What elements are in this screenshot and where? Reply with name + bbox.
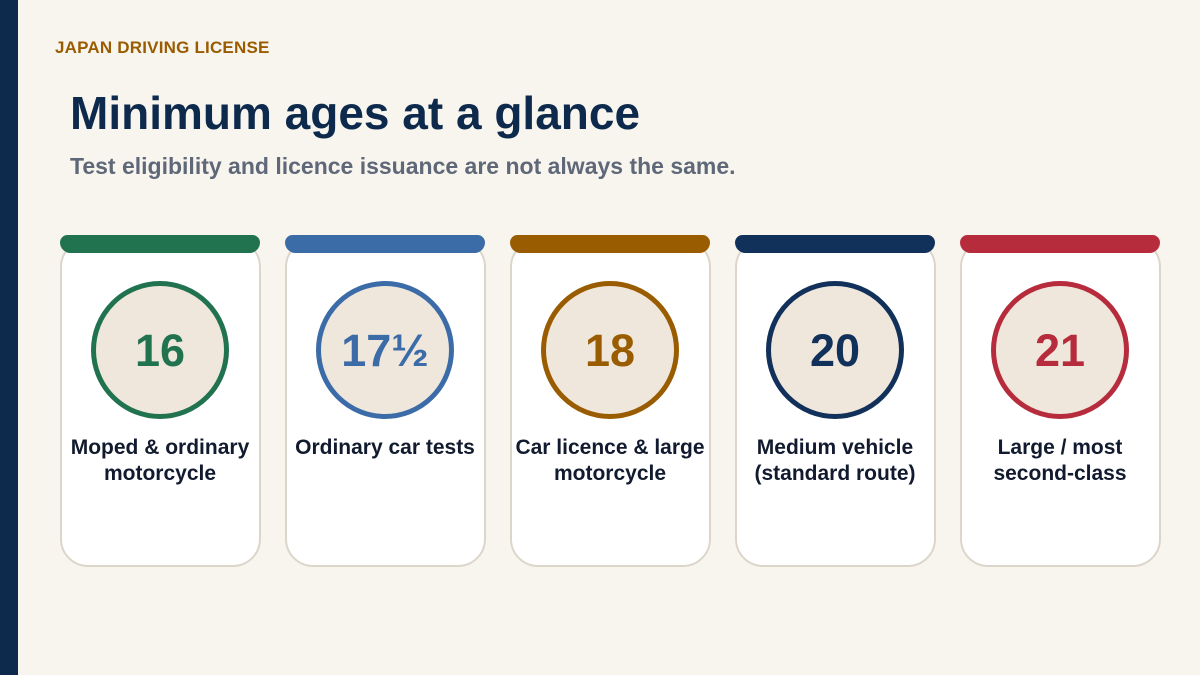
age-value: 18 [584, 324, 636, 376]
age-card-21: 21 Large / most second-class [960, 235, 1161, 567]
eyebrow-label: JAPAN DRIVING LICENSE [55, 38, 270, 57]
card-accent-cap [960, 235, 1160, 253]
page-subtitle: Test eligibility and licence issuance ar… [70, 153, 736, 179]
card-label: Medium vehicle (standard route) [754, 436, 916, 485]
page-title: Minimum ages at a glance [70, 87, 641, 139]
age-circle: 16 [91, 281, 229, 419]
age-circle: 18 [541, 281, 679, 419]
card-accent-cap [735, 235, 935, 253]
age-card-17-5: 17½ Ordinary car tests [285, 235, 486, 567]
age-card-list: 16 Moped & ordinary motorcycle 17½ Ordin… [60, 235, 1161, 567]
age-card-18: 18 Car licence & large motorcycle [510, 235, 711, 567]
age-card-20: 20 Medium vehicle (standard route) [735, 235, 936, 567]
age-value: 21 [1034, 324, 1086, 376]
card-label: Large / most second-class [993, 436, 1127, 485]
age-value: 17½ [341, 324, 429, 376]
side-accent-bar [0, 0, 18, 675]
card-accent-cap [285, 235, 485, 253]
age-circle: 21 [991, 281, 1129, 419]
card-accent-cap [510, 235, 710, 253]
card-accent-cap [60, 235, 260, 253]
age-value: 20 [809, 324, 861, 376]
card-label: Ordinary car tests [295, 436, 475, 459]
age-card-16: 16 Moped & ordinary motorcycle [60, 235, 261, 567]
age-value: 16 [134, 324, 186, 376]
age-circle: 17½ [316, 281, 454, 419]
card-label: Moped & ordinary motorcycle [70, 436, 250, 485]
age-circle: 20 [766, 281, 904, 419]
card-label: Car licence & large motorcycle [515, 436, 705, 485]
